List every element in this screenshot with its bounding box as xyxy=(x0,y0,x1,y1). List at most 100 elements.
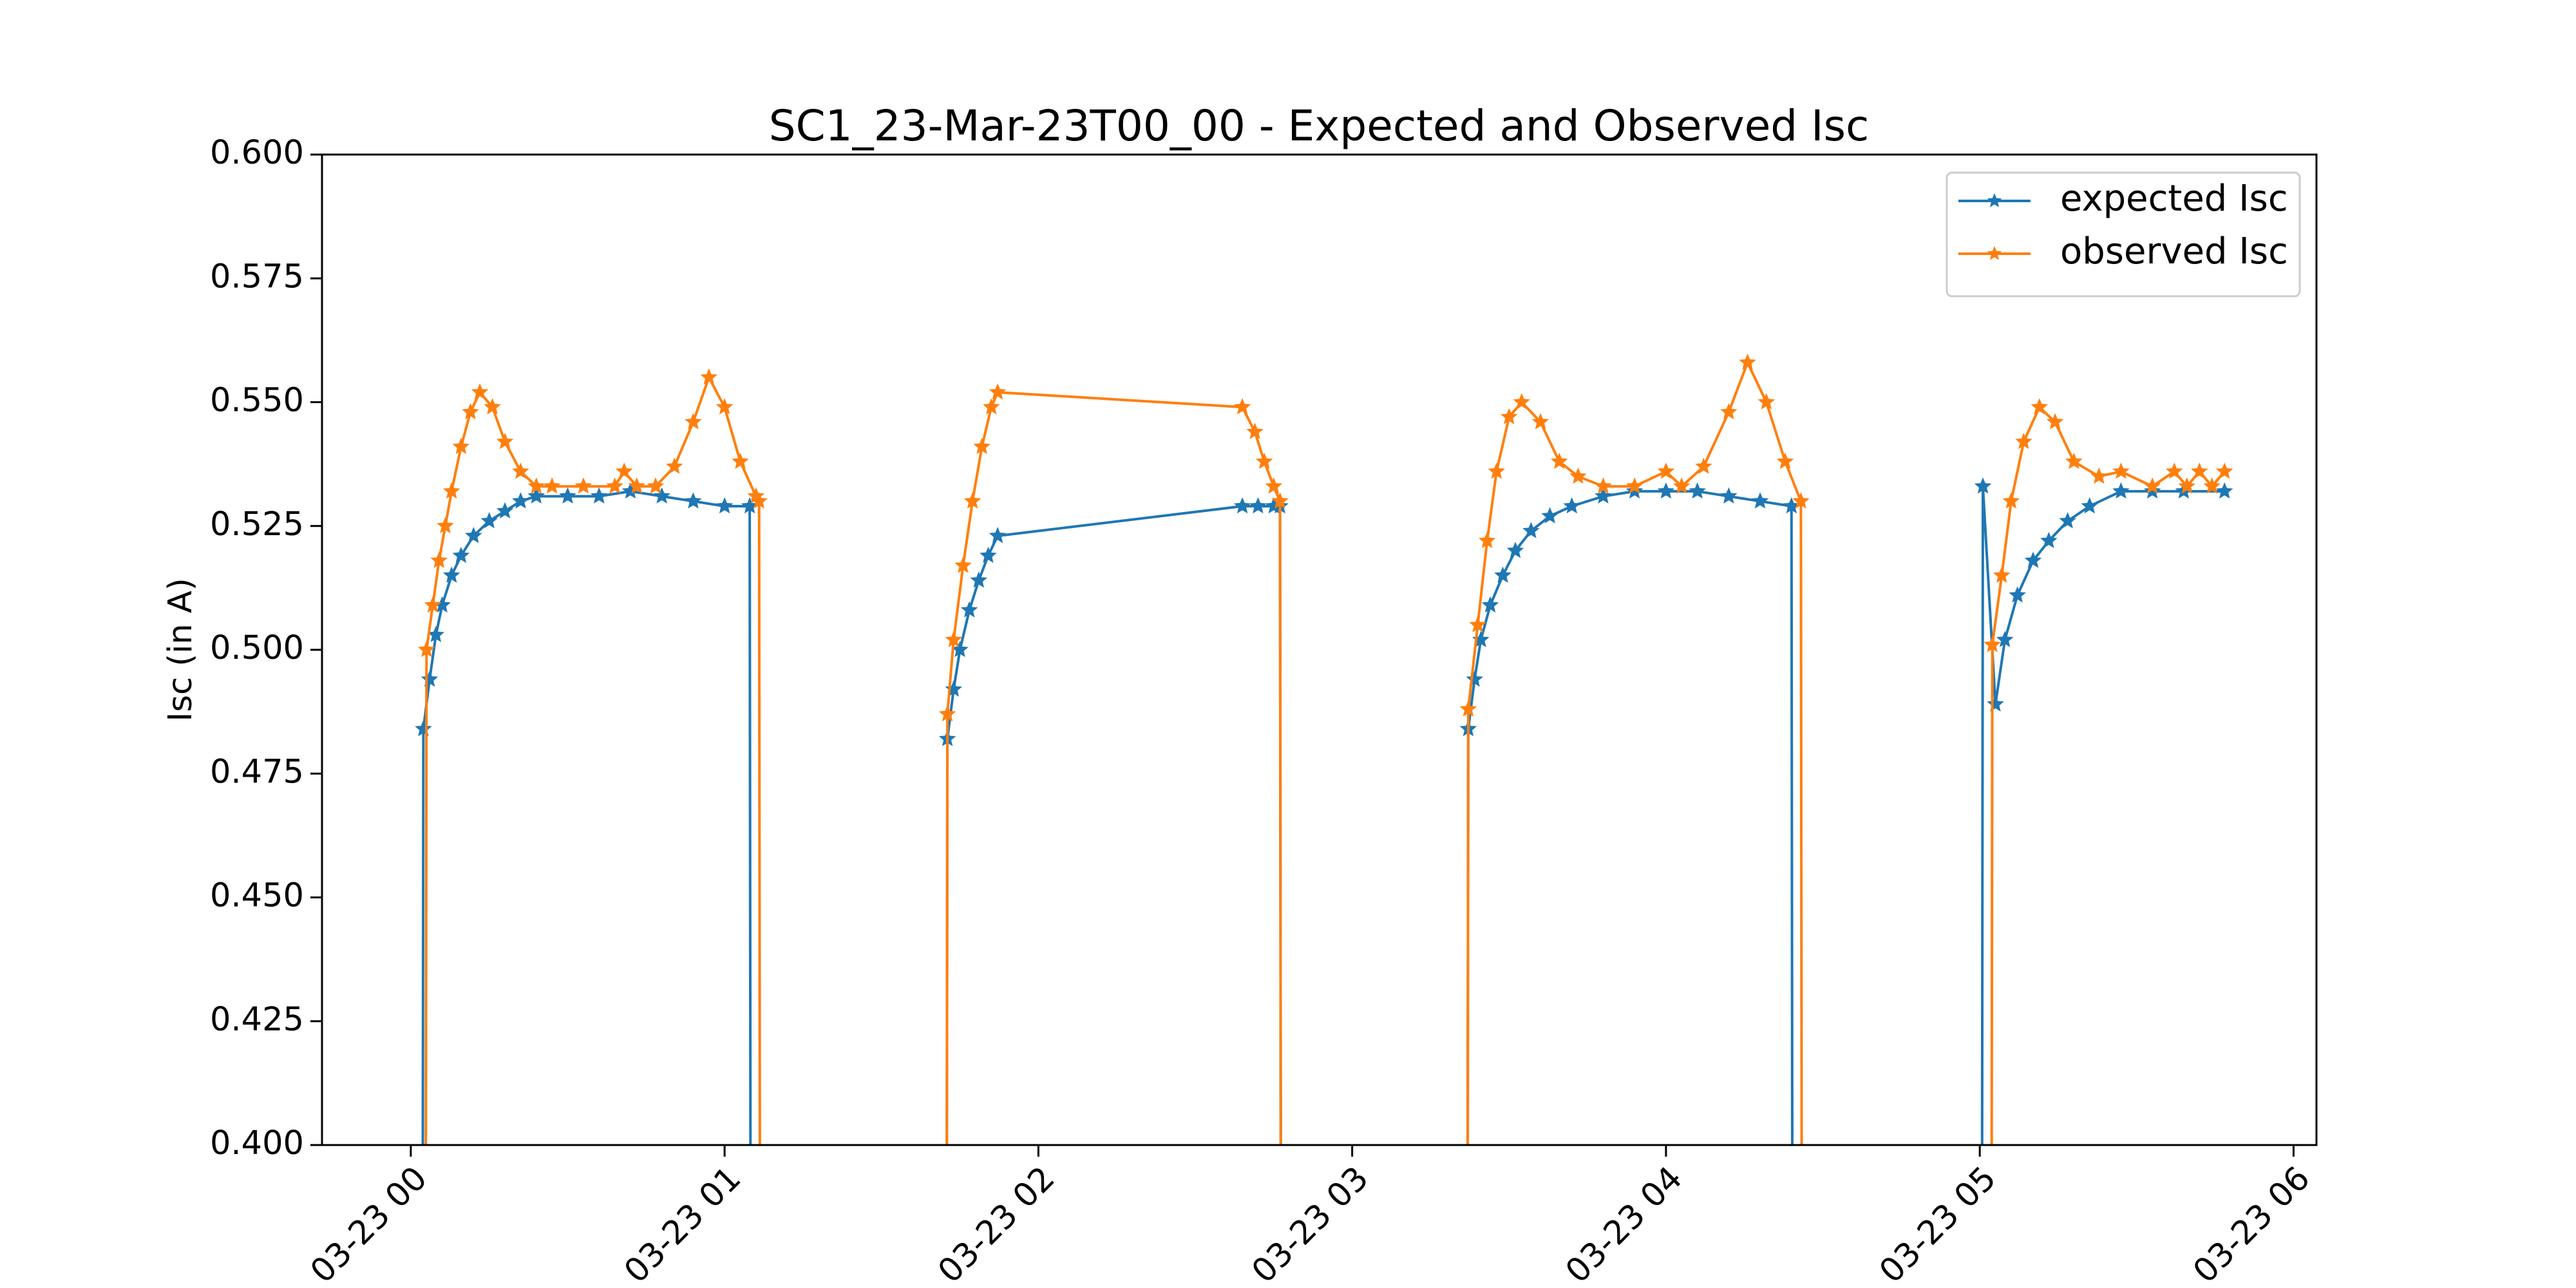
point-marker xyxy=(2112,462,2130,479)
point-marker xyxy=(1720,402,1738,420)
x-tick-label: 03-23 01 xyxy=(617,1159,748,1288)
point-marker xyxy=(527,487,545,504)
point-marker xyxy=(989,527,1007,544)
point-marker xyxy=(543,477,561,494)
point-marker xyxy=(715,398,734,415)
point-marker xyxy=(2015,433,2032,450)
point-marker xyxy=(527,477,545,494)
point-marker xyxy=(2143,482,2161,499)
point-marker xyxy=(1271,492,1289,509)
point-marker xyxy=(1657,482,1675,499)
point-marker xyxy=(2215,482,2233,499)
point-marker xyxy=(1506,542,1524,558)
point-marker xyxy=(1249,497,1267,514)
point-marker xyxy=(1246,422,1264,439)
point-marker xyxy=(574,477,592,494)
point-marker xyxy=(1501,408,1518,424)
point-marker xyxy=(2143,477,2161,494)
legend-box xyxy=(1946,171,2301,298)
point-marker xyxy=(480,512,498,529)
point-marker xyxy=(1792,492,1810,509)
y-tick-label: 0.525 xyxy=(210,506,304,544)
plot-area xyxy=(415,354,2233,1145)
point-marker xyxy=(2190,462,2208,479)
point-marker xyxy=(700,368,718,385)
point-marker xyxy=(452,437,470,454)
point-marker xyxy=(973,437,990,454)
point-marker xyxy=(1563,497,1581,514)
point-marker xyxy=(1531,413,1549,430)
point-marker xyxy=(2046,413,2064,430)
point-marker xyxy=(2178,477,2196,494)
point-marker xyxy=(2002,492,2020,509)
point-marker xyxy=(512,492,529,509)
point-marker xyxy=(1541,507,1558,524)
point-marker xyxy=(750,492,768,509)
point-marker xyxy=(2065,452,2083,469)
legend-marker xyxy=(1987,246,2002,260)
point-marker xyxy=(1233,497,1251,514)
point-marker xyxy=(424,596,442,613)
point-marker xyxy=(1255,452,1273,469)
y-axis-label: Isc (in A) xyxy=(162,578,200,721)
x-tick-label: 03-23 00 xyxy=(303,1159,435,1288)
point-marker xyxy=(1469,616,1486,632)
point-marker xyxy=(2024,551,2042,568)
point-marker xyxy=(685,413,702,430)
point-marker xyxy=(465,527,482,544)
x-tick-label: 03-23 02 xyxy=(931,1159,1063,1288)
point-marker xyxy=(437,516,454,534)
y-tick-label: 0.475 xyxy=(210,753,304,791)
point-marker xyxy=(715,497,734,514)
y-tick-label: 0.600 xyxy=(210,134,304,172)
point-marker xyxy=(732,452,749,469)
point-marker xyxy=(1459,700,1477,717)
point-marker xyxy=(442,566,460,583)
point-marker xyxy=(1595,477,1612,494)
y-tick-label: 0.575 xyxy=(210,258,304,296)
point-marker xyxy=(983,398,1000,415)
point-marker xyxy=(1513,393,1531,410)
point-marker xyxy=(1996,630,2014,647)
point-marker xyxy=(647,477,665,494)
point-marker xyxy=(1481,596,1499,613)
point-marker xyxy=(970,571,988,588)
point-marker xyxy=(1739,354,1756,370)
y-tick-label: 0.425 xyxy=(210,1001,304,1039)
point-marker xyxy=(980,546,997,564)
point-marker xyxy=(496,502,514,518)
point-marker xyxy=(1625,477,1643,494)
y-tick-label: 0.450 xyxy=(210,877,304,915)
point-marker xyxy=(496,433,514,450)
x-tick-label: 03-23 06 xyxy=(2186,1159,2318,1288)
legend-label: observed Isc xyxy=(2060,231,2288,272)
point-marker xyxy=(1488,462,1506,479)
point-marker xyxy=(1494,566,1511,583)
x-tick-label: 03-23 03 xyxy=(1245,1159,1376,1288)
point-marker xyxy=(1673,477,1690,494)
point-marker xyxy=(2081,497,2098,514)
axes-frame xyxy=(321,153,2318,1146)
point-marker xyxy=(462,402,479,420)
point-marker xyxy=(945,630,963,647)
point-marker xyxy=(665,457,683,474)
point-marker xyxy=(653,487,670,504)
point-marker xyxy=(1751,492,1769,509)
point-marker xyxy=(1720,487,1738,504)
point-marker xyxy=(2040,531,2058,549)
point-marker xyxy=(484,398,501,415)
point-marker xyxy=(2031,398,2049,415)
point-marker xyxy=(2059,512,2076,529)
point-marker xyxy=(1657,462,1675,479)
point-marker xyxy=(989,383,1007,400)
point-marker xyxy=(559,487,576,504)
point-marker xyxy=(963,492,981,509)
x-tick-label: 03-23 04 xyxy=(1558,1159,1690,1288)
point-marker xyxy=(615,462,633,479)
point-marker xyxy=(430,551,448,568)
legend-label: expected Isc xyxy=(2060,178,2288,220)
point-marker xyxy=(960,601,978,618)
point-marker xyxy=(2166,462,2183,479)
point-marker xyxy=(1550,452,1568,469)
